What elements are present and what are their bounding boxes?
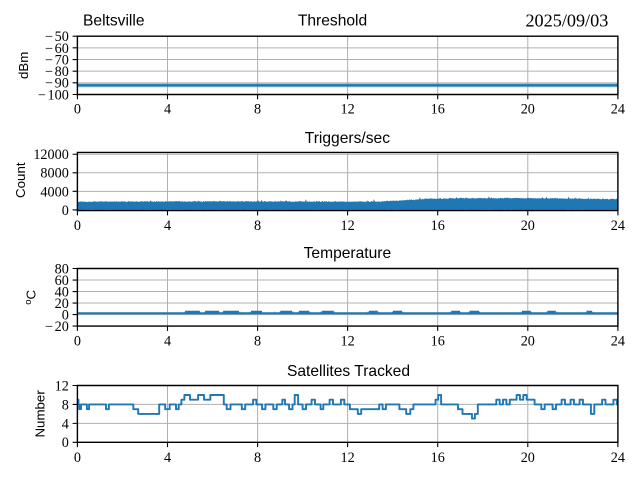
svg-text:Count: Count: [13, 162, 28, 198]
svg-text:20: 20: [521, 450, 535, 466]
svg-text:16: 16: [431, 450, 445, 466]
svg-text:−90: −90: [45, 76, 69, 92]
svg-text:−60: −60: [45, 41, 69, 57]
svg-text:−100: −100: [38, 87, 69, 103]
svg-text:0: 0: [62, 435, 69, 451]
svg-text:16: 16: [431, 218, 445, 234]
svg-text:dBm: dBm: [16, 52, 31, 79]
svg-text:16: 16: [431, 101, 445, 117]
svg-text:8: 8: [62, 397, 69, 413]
svg-text:24: 24: [611, 450, 625, 466]
svg-text:12: 12: [341, 450, 355, 466]
svg-text:Number: Number: [32, 390, 47, 438]
svg-text:12: 12: [341, 333, 355, 349]
svg-text:8: 8: [254, 333, 261, 349]
svg-text:24: 24: [611, 333, 625, 349]
svg-text:Temperature: Temperature: [304, 245, 392, 262]
svg-text:12: 12: [341, 101, 355, 117]
svg-text:Threshold: Threshold: [298, 13, 367, 30]
svg-text:Satellites Tracked: Satellites Tracked: [287, 363, 410, 380]
svg-text:8: 8: [254, 101, 261, 117]
svg-text:4: 4: [62, 416, 69, 432]
svg-text:20: 20: [521, 101, 535, 117]
svg-text:60: 60: [55, 273, 69, 289]
svg-text:−20: −20: [45, 319, 69, 335]
svg-text:−70: −70: [45, 52, 69, 68]
svg-text:4: 4: [164, 218, 171, 234]
svg-text:0: 0: [74, 333, 81, 349]
svg-text:20: 20: [521, 218, 535, 234]
svg-text:Triggers/sec: Triggers/sec: [305, 130, 390, 147]
svg-text:2025/09/03: 2025/09/03: [525, 11, 608, 31]
svg-text:0: 0: [74, 218, 81, 234]
svg-text:0: 0: [74, 101, 81, 117]
svg-text:Beltsville: Beltsville: [83, 13, 145, 30]
svg-text:0: 0: [74, 450, 81, 466]
svg-text:4: 4: [164, 450, 171, 466]
svg-text:4000: 4000: [40, 184, 68, 200]
svg-text:4: 4: [164, 101, 171, 117]
svg-text:12: 12: [55, 378, 69, 394]
svg-text:16: 16: [431, 333, 445, 349]
svg-text:−80: −80: [45, 64, 69, 80]
svg-text:8000: 8000: [40, 166, 68, 182]
svg-text:12000: 12000: [33, 147, 68, 163]
svg-text:0: 0: [62, 308, 69, 324]
svg-text:8: 8: [254, 450, 261, 466]
svg-text:80: 80: [55, 261, 69, 277]
svg-text:0: 0: [62, 203, 69, 219]
svg-text:40: 40: [55, 284, 69, 300]
svg-text:4: 4: [164, 333, 171, 349]
svg-text:24: 24: [611, 101, 625, 117]
svg-text:12: 12: [341, 218, 355, 234]
svg-text:−50: −50: [45, 29, 69, 45]
svg-text:20: 20: [55, 296, 69, 312]
svg-text:24: 24: [611, 218, 625, 234]
svg-text:8: 8: [254, 218, 261, 234]
svg-text:20: 20: [521, 333, 535, 349]
